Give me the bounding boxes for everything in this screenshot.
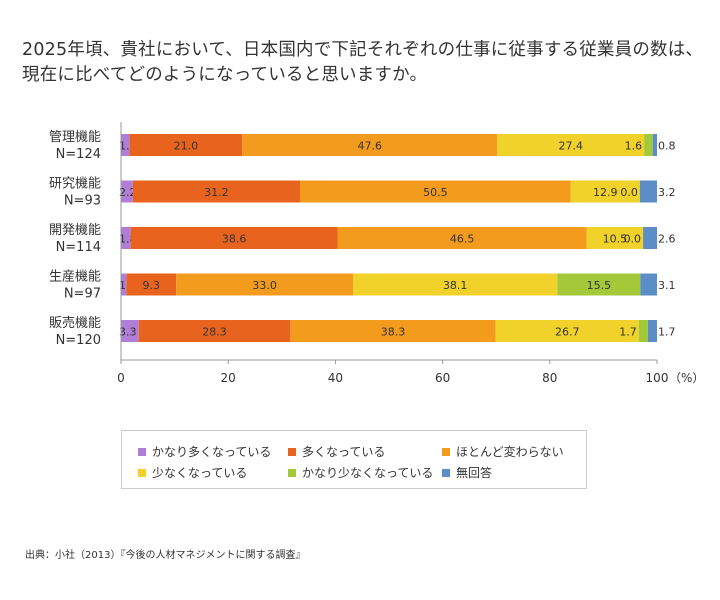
source-note: 出典：小社（2013）『今後の人材マネジメントに関する調査』 [25,550,306,561]
data-label: 12.9 [593,186,618,199]
category-n-label: N=114 [56,240,101,255]
bar-segment [337,227,587,249]
legend-label: 多くなっている [302,445,386,459]
data-label: 38.6 [222,233,247,246]
x-tick-label: 20 [221,371,236,385]
legend-item: かなり少なくなっている [288,464,433,481]
bar-segment [121,134,130,156]
legend-label: かなり少なくなっている [302,466,434,480]
data-label: 3.1 [658,279,676,292]
bar-segment [121,320,139,342]
bar-segment [353,273,558,296]
bar-segment [121,227,131,249]
bar-segment [242,134,498,156]
chart-title: 2025年頃、貴社において、日本国内で下記それぞれの仕事に従事する従業員の数は、… [22,38,712,88]
category-n-label: N=93 [64,194,101,209]
bar-segment [644,134,653,156]
bar-segment [132,180,301,203]
category-label: 研究機能 [49,177,101,192]
data-label: 2.2 [119,186,137,199]
data-label: 46.5 [450,233,475,246]
data-label: 0.0 [620,186,638,199]
x-unit-label: （%） [669,371,704,385]
legend-swatch [288,468,296,477]
category-label: 販売機能 [49,315,101,331]
bar-segment [129,134,243,156]
bar-segment [176,273,354,296]
data-label: 1.7 [619,326,637,339]
data-label: 38.1 [443,279,468,292]
x-tick-label: 80 [542,371,557,385]
bar-segment [639,180,657,203]
bar-segment [638,320,648,342]
x-tick-label: 100 [646,371,669,385]
data-label: 1.6 [625,140,643,153]
data-label: 2.6 [658,233,676,246]
data-label: 1.7 [658,326,676,339]
data-label: 47.6 [357,140,382,153]
data-label: 38.3 [381,326,406,339]
legend-item: 多くなっている [288,443,385,460]
legend-item: かなり多くなっている [138,443,271,460]
category-label: 開発機能 [49,223,101,238]
legend-label: 少なくなっている [152,466,248,480]
bar-segment [643,227,657,249]
data-label: 27.4 [558,140,583,153]
chart-legend: かなり多くなっている 多くなっている ほとんど変わらない少なくなっている かなり少なく… [121,430,587,489]
bar-segment [497,134,645,156]
legend-item: 少なくなっている [138,464,247,481]
data-label: 0.0 [624,233,642,246]
bar-segment [640,273,657,296]
bar-segment [130,227,338,249]
bar-segment [121,180,133,203]
data-label: 3.2 [658,186,676,199]
x-tick-label: 40 [328,371,343,385]
bar-segment [300,180,571,203]
data-label: 15.5 [587,279,612,292]
bar-segment [121,273,127,296]
data-label: 9.3 [143,279,161,292]
category-n-label: N=120 [56,333,101,348]
bar-segment [495,320,639,342]
bar-segment [652,134,657,156]
legend-label: ほとんど変わらない [456,445,564,459]
data-label: 28.3 [202,326,227,339]
category-label: 生産機能 [49,269,101,285]
category-n-label: N=97 [64,287,101,302]
data-label: 10.5 [603,233,628,246]
legend-label: 無回答 [456,466,493,480]
category-n-label: N=124 [56,147,101,162]
legend-swatch [442,468,450,477]
bar-segment [647,320,657,342]
bar-segment [290,320,496,342]
legend-swatch [138,447,146,456]
data-label: 3.3 [119,326,137,339]
legend-swatch [442,447,450,456]
data-label: 50.5 [423,186,448,199]
data-label: 31.2 [204,186,229,199]
data-label: 26.7 [555,326,580,339]
bar-segment [586,227,644,249]
legend-label: かなり多くなっている [152,445,272,459]
legend-item: 無回答 [442,464,492,481]
legend-swatch [138,468,146,477]
data-label: 33.0 [252,279,277,292]
data-label: 0.8 [658,140,676,153]
data-label: 21.0 [174,140,199,153]
legend-swatch [288,447,296,456]
bar-segment [557,273,641,296]
bar-segment [138,320,291,342]
category-label: 管理機能 [49,130,101,145]
title-line-2: 現在に比べてどのようになっていると思いますか。 [22,65,428,85]
legend-item: ほとんど変わらない [442,443,564,460]
bar-segment [570,180,640,203]
bar-segment [126,273,177,296]
title-line-1: 2025年頃、貴社において、日本国内で下記それぞれの仕事に従事する従業員の数は、 [22,40,704,60]
x-tick-label: 0 [117,371,125,385]
x-tick-label: 60 [435,371,450,385]
